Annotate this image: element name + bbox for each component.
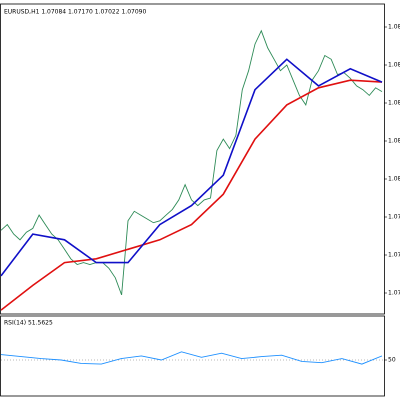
symbol-header: EURUSD,H1 1.07084 1.07170 1.07022 1.0709… xyxy=(4,9,146,16)
y-tick-label: 1.081 xyxy=(388,176,400,183)
y-tick-label: 1.087 xyxy=(388,62,400,69)
rsi-header: RSI(14) 51.5625 xyxy=(4,320,53,327)
y-tick-label: 1.089 xyxy=(388,24,400,31)
price-panel xyxy=(0,3,385,315)
y-tick-label: 1.083 xyxy=(388,138,400,145)
series-line xyxy=(0,351,383,365)
y-tick-label: 1.079 xyxy=(388,214,400,221)
y-tick-label: 1.075 xyxy=(388,290,400,297)
series-line xyxy=(0,79,383,311)
y-tick-label: 50 xyxy=(388,357,396,364)
rsi-panel xyxy=(0,315,385,397)
series-line xyxy=(0,58,383,277)
series-line xyxy=(0,29,383,296)
y-tick-label: 1.085 xyxy=(388,100,400,107)
y-tick-label: 1.077 xyxy=(388,252,400,259)
